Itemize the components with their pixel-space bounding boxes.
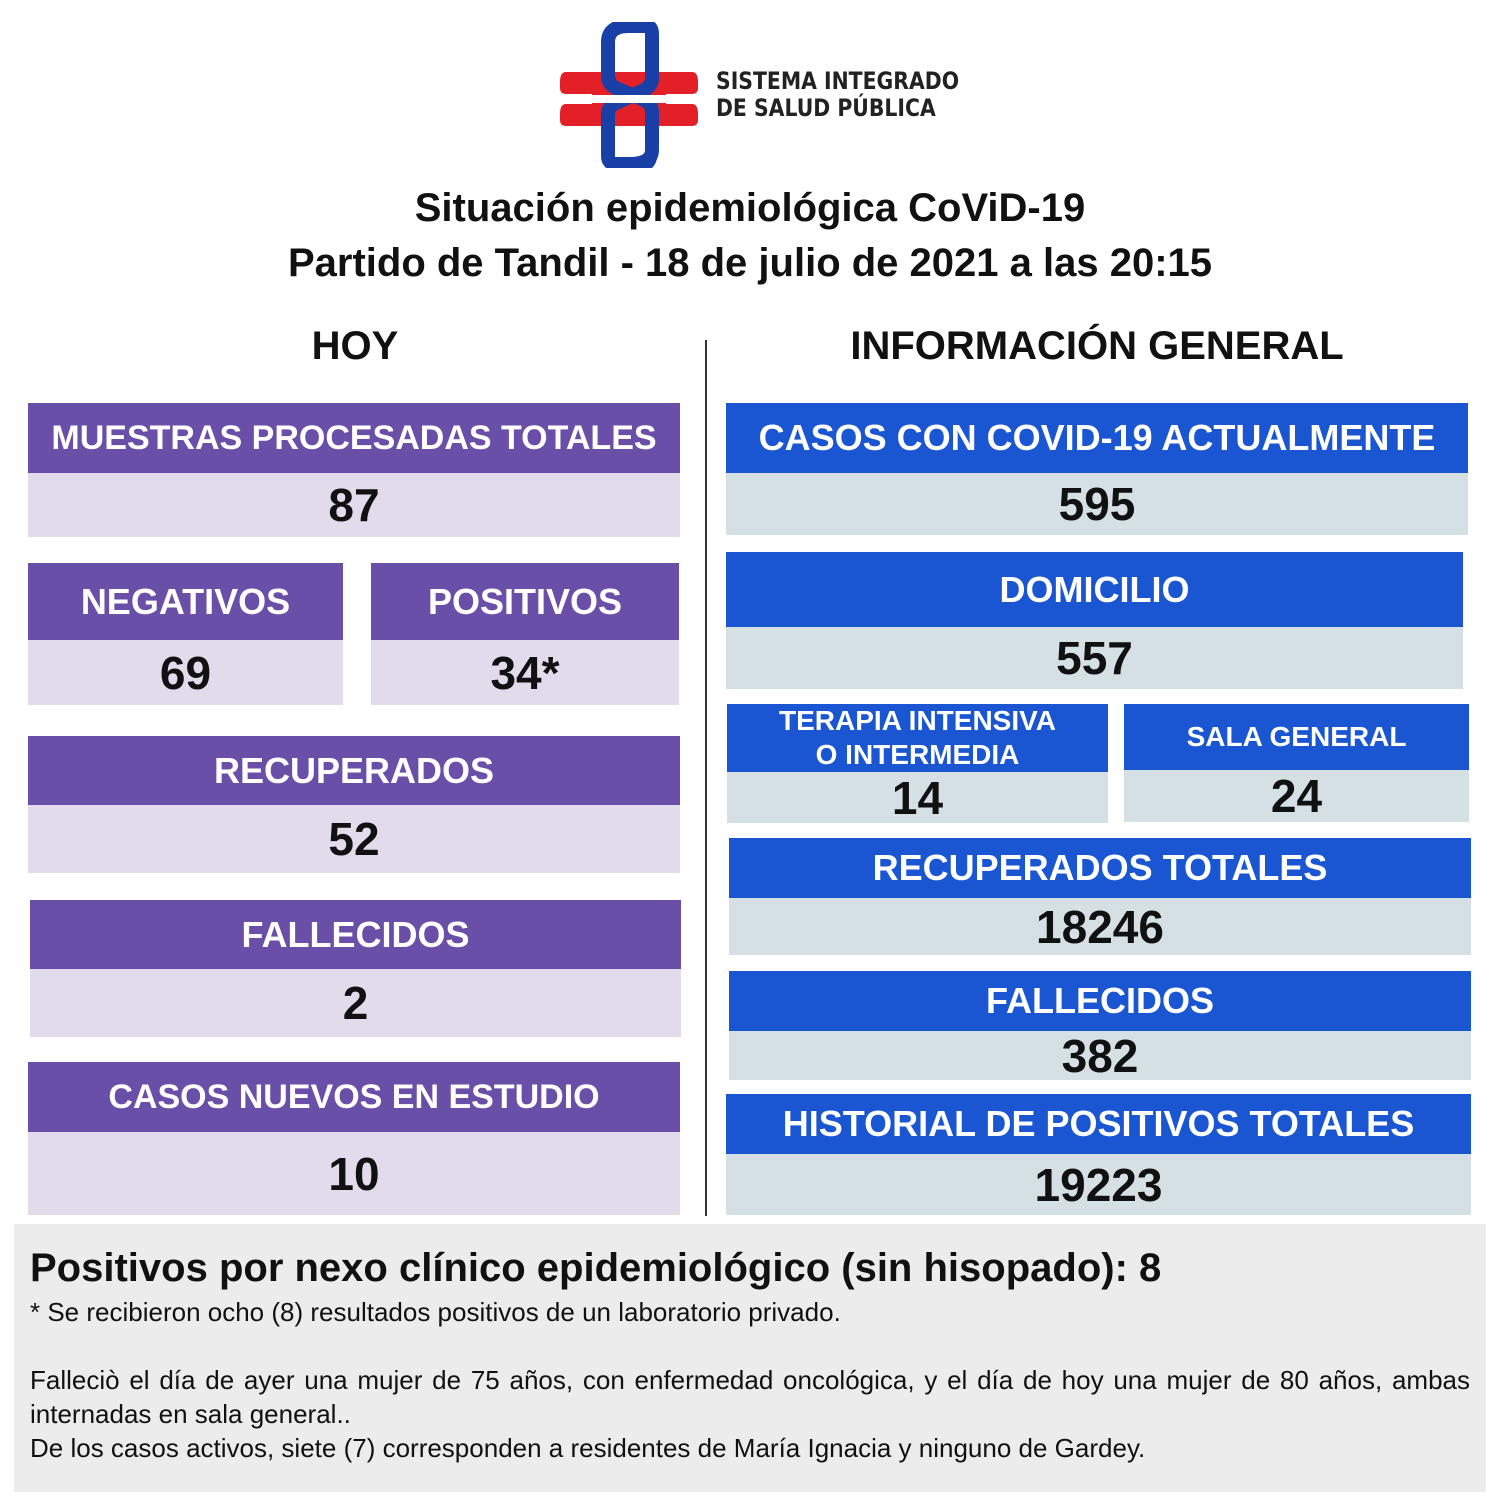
- box-header: SALA GENERAL: [1124, 704, 1469, 770]
- box-header: RECUPERADOS TOTALES: [729, 838, 1471, 898]
- box-label: CASOS CON COVID-19 ACTUALMENTE: [758, 417, 1436, 459]
- box-header: CASOS NUEVOS EN ESTUDIO: [28, 1062, 680, 1132]
- divider: [705, 340, 707, 1216]
- logo-line: DE SALUD PÚBLICA: [716, 94, 936, 122]
- box-label: CASOS NUEVOS EN ESTUDIO: [108, 1077, 600, 1116]
- footer-note: De los casos activos, siete (7) correspo…: [30, 1433, 1146, 1463]
- box-label: NEGATIVOS: [80, 580, 291, 622]
- box-label: HISTORIAL DE POSITIVOS TOTALES: [782, 1103, 1415, 1145]
- box-value: 24: [1124, 770, 1469, 822]
- box-value: 382: [729, 1030, 1471, 1082]
- title: Situación epidemiológica CoViD-19: [414, 186, 1086, 230]
- box-value: 10: [28, 1132, 680, 1215]
- box-label: POSITIVOS: [427, 580, 623, 622]
- box-label: TERAPIA INTENSIVA: [779, 705, 1056, 737]
- logo-line: SISTEMA INTEGRADO: [716, 67, 960, 95]
- section-heading: HOY: [311, 324, 399, 368]
- box-header: HISTORIAL DE POSITIVOS TOTALES: [726, 1094, 1471, 1154]
- box-label: RECUPERADOS: [213, 749, 495, 791]
- box-header: FALLECIDOS: [30, 900, 681, 969]
- subtitle: Partido de Tandil - 18 de julio de 2021 …: [287, 241, 1213, 285]
- footer-note: Falleciò el día de ayer una mujer de 75 …: [30, 1365, 1470, 1429]
- box-value: 18246: [729, 898, 1471, 955]
- footer: Positivos por nexo clínico epidemiológic…: [14, 1224, 1486, 1492]
- logo-text: SISTEMA INTEGRADO DE SALUD PÚBLICA: [716, 68, 959, 122]
- box-value: 87: [28, 473, 680, 537]
- box-value: 14: [727, 772, 1108, 824]
- box-value: 34*: [371, 640, 679, 705]
- box-label: MUESTRAS PROCESADAS TOTALES: [51, 418, 657, 457]
- box-label: FALLECIDOS: [241, 913, 470, 955]
- box-header: RECUPERADOS: [28, 736, 680, 805]
- box-value: 69: [28, 640, 343, 705]
- logo-mark: [560, 22, 698, 168]
- box-value: 19223: [726, 1154, 1471, 1215]
- box-label: RECUPERADOS TOTALES: [872, 847, 1328, 889]
- box-header: MUESTRAS PROCESADAS TOTALES: [28, 403, 680, 473]
- box-header: DOMICILIO: [726, 552, 1463, 627]
- box-value: 52: [28, 805, 680, 873]
- box-header: CASOS CON COVID-19 ACTUALMENTE: [726, 403, 1468, 473]
- box-header: FALLECIDOS: [729, 971, 1471, 1031]
- box-label: DOMICILIO: [999, 568, 1190, 610]
- box-header: TERAPIA INTENSIVA O INTERMEDIA: [727, 704, 1108, 772]
- footer-note: * Se recibieron ocho (8) resultados posi…: [30, 1297, 841, 1327]
- section-heading: INFORMACIÓN GENERAL: [850, 324, 1344, 368]
- box-value: 595: [726, 473, 1468, 535]
- box-header: NEGATIVOS: [28, 563, 343, 640]
- box-header: POSITIVOS: [371, 563, 679, 640]
- footer-lead: Positivos por nexo clínico epidemiológic…: [30, 1246, 1162, 1290]
- box-label: FALLECIDOS: [985, 980, 1214, 1022]
- box-label: O INTERMEDIA: [815, 739, 1020, 770]
- box-label: SALA GENERAL: [1186, 721, 1407, 753]
- box-value: 557: [726, 627, 1463, 689]
- box-value: 2: [30, 969, 681, 1037]
